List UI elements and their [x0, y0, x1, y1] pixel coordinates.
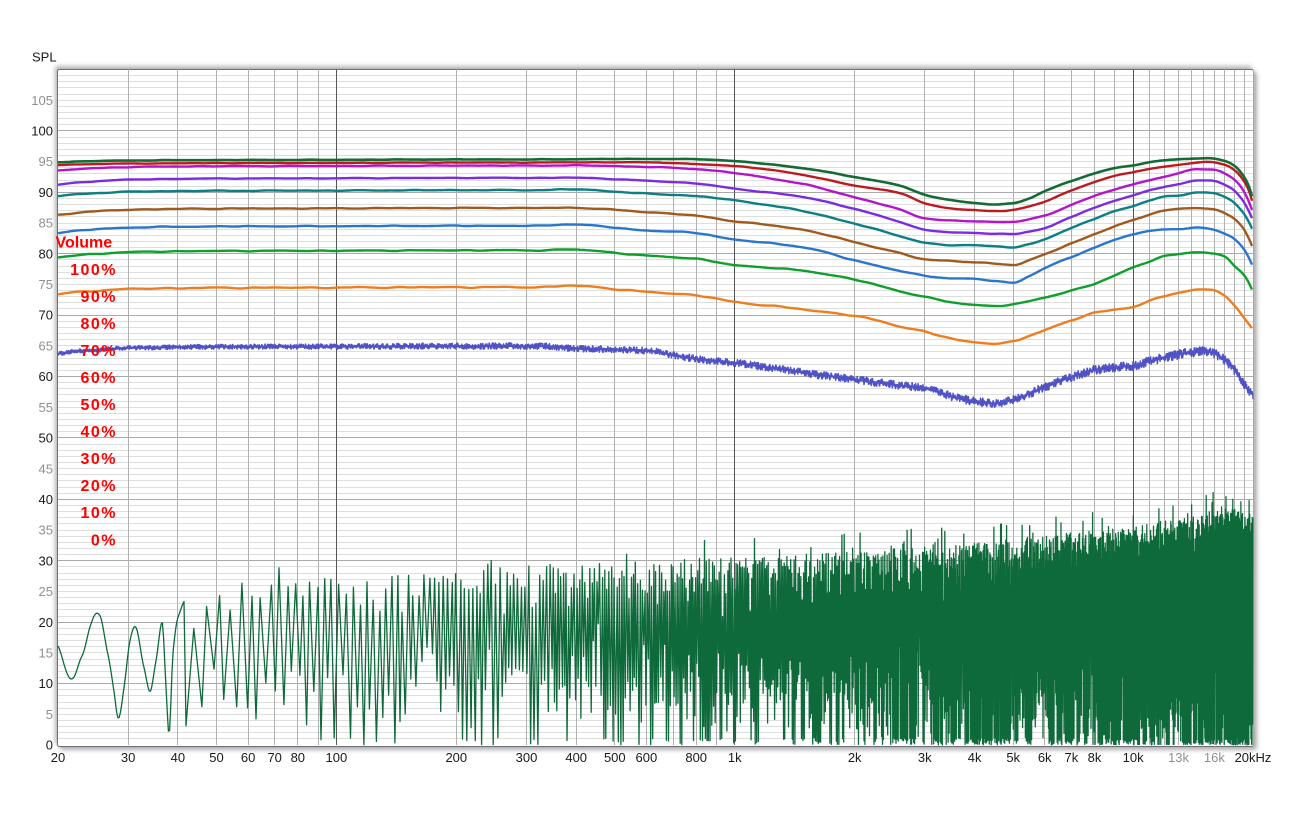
svg-text:8k: 8k	[1088, 750, 1102, 765]
svg-text:65: 65	[39, 338, 53, 353]
svg-text:10: 10	[39, 676, 53, 691]
svg-text:70%: 70%	[80, 343, 117, 360]
svg-text:40%: 40%	[80, 424, 117, 441]
svg-text:55: 55	[39, 400, 53, 415]
svg-text:30: 30	[39, 553, 53, 568]
svg-text:60: 60	[241, 750, 255, 765]
svg-text:30%: 30%	[80, 451, 117, 468]
svg-text:50%: 50%	[80, 397, 117, 414]
svg-text:70: 70	[39, 308, 53, 323]
svg-text:300: 300	[516, 750, 538, 765]
svg-text:2k: 2k	[848, 750, 862, 765]
svg-text:10k: 10k	[1123, 750, 1144, 765]
svg-text:50: 50	[209, 750, 223, 765]
svg-text:20: 20	[39, 615, 53, 630]
svg-text:Volume: Volume	[56, 235, 113, 252]
svg-text:400: 400	[565, 750, 587, 765]
svg-text:80%: 80%	[80, 316, 117, 333]
svg-text:13k: 13k	[1168, 750, 1189, 765]
svg-text:85: 85	[39, 216, 53, 231]
svg-text:1k: 1k	[728, 750, 742, 765]
svg-text:80: 80	[39, 246, 53, 261]
svg-text:35: 35	[39, 523, 53, 538]
svg-text:90: 90	[39, 185, 53, 200]
svg-text:100%: 100%	[70, 262, 117, 279]
svg-text:20: 20	[51, 750, 65, 765]
svg-text:90%: 90%	[80, 289, 117, 306]
svg-text:0%: 0%	[91, 532, 117, 549]
svg-text:40: 40	[171, 750, 185, 765]
svg-text:70: 70	[267, 750, 281, 765]
svg-text:5: 5	[46, 707, 53, 722]
svg-text:100: 100	[326, 750, 348, 765]
svg-text:20kHz: 20kHz	[1235, 750, 1272, 765]
svg-text:3k: 3k	[918, 750, 932, 765]
svg-text:60%: 60%	[80, 370, 117, 387]
svg-text:40: 40	[39, 492, 53, 507]
svg-text:16k: 16k	[1204, 750, 1225, 765]
svg-text:25: 25	[39, 584, 53, 599]
svg-text:SPL: SPL	[32, 50, 57, 65]
svg-text:80: 80	[291, 750, 305, 765]
svg-text:0: 0	[46, 738, 53, 753]
svg-text:6k: 6k	[1038, 750, 1052, 765]
svg-text:800: 800	[685, 750, 707, 765]
svg-text:15: 15	[39, 646, 53, 661]
svg-text:7k: 7k	[1065, 750, 1079, 765]
svg-text:75: 75	[39, 277, 53, 292]
svg-text:45: 45	[39, 461, 53, 476]
svg-text:60: 60	[39, 369, 53, 384]
svg-text:600: 600	[636, 750, 658, 765]
svg-text:4k: 4k	[968, 750, 982, 765]
svg-text:200: 200	[445, 750, 467, 765]
svg-text:10%: 10%	[80, 505, 117, 522]
svg-text:20%: 20%	[80, 478, 117, 495]
svg-text:500: 500	[604, 750, 626, 765]
svg-text:5k: 5k	[1006, 750, 1020, 765]
svg-text:30: 30	[121, 750, 135, 765]
svg-text:50: 50	[39, 431, 53, 446]
svg-text:100: 100	[31, 124, 53, 139]
svg-text:95: 95	[39, 154, 53, 169]
svg-text:105: 105	[31, 93, 53, 108]
